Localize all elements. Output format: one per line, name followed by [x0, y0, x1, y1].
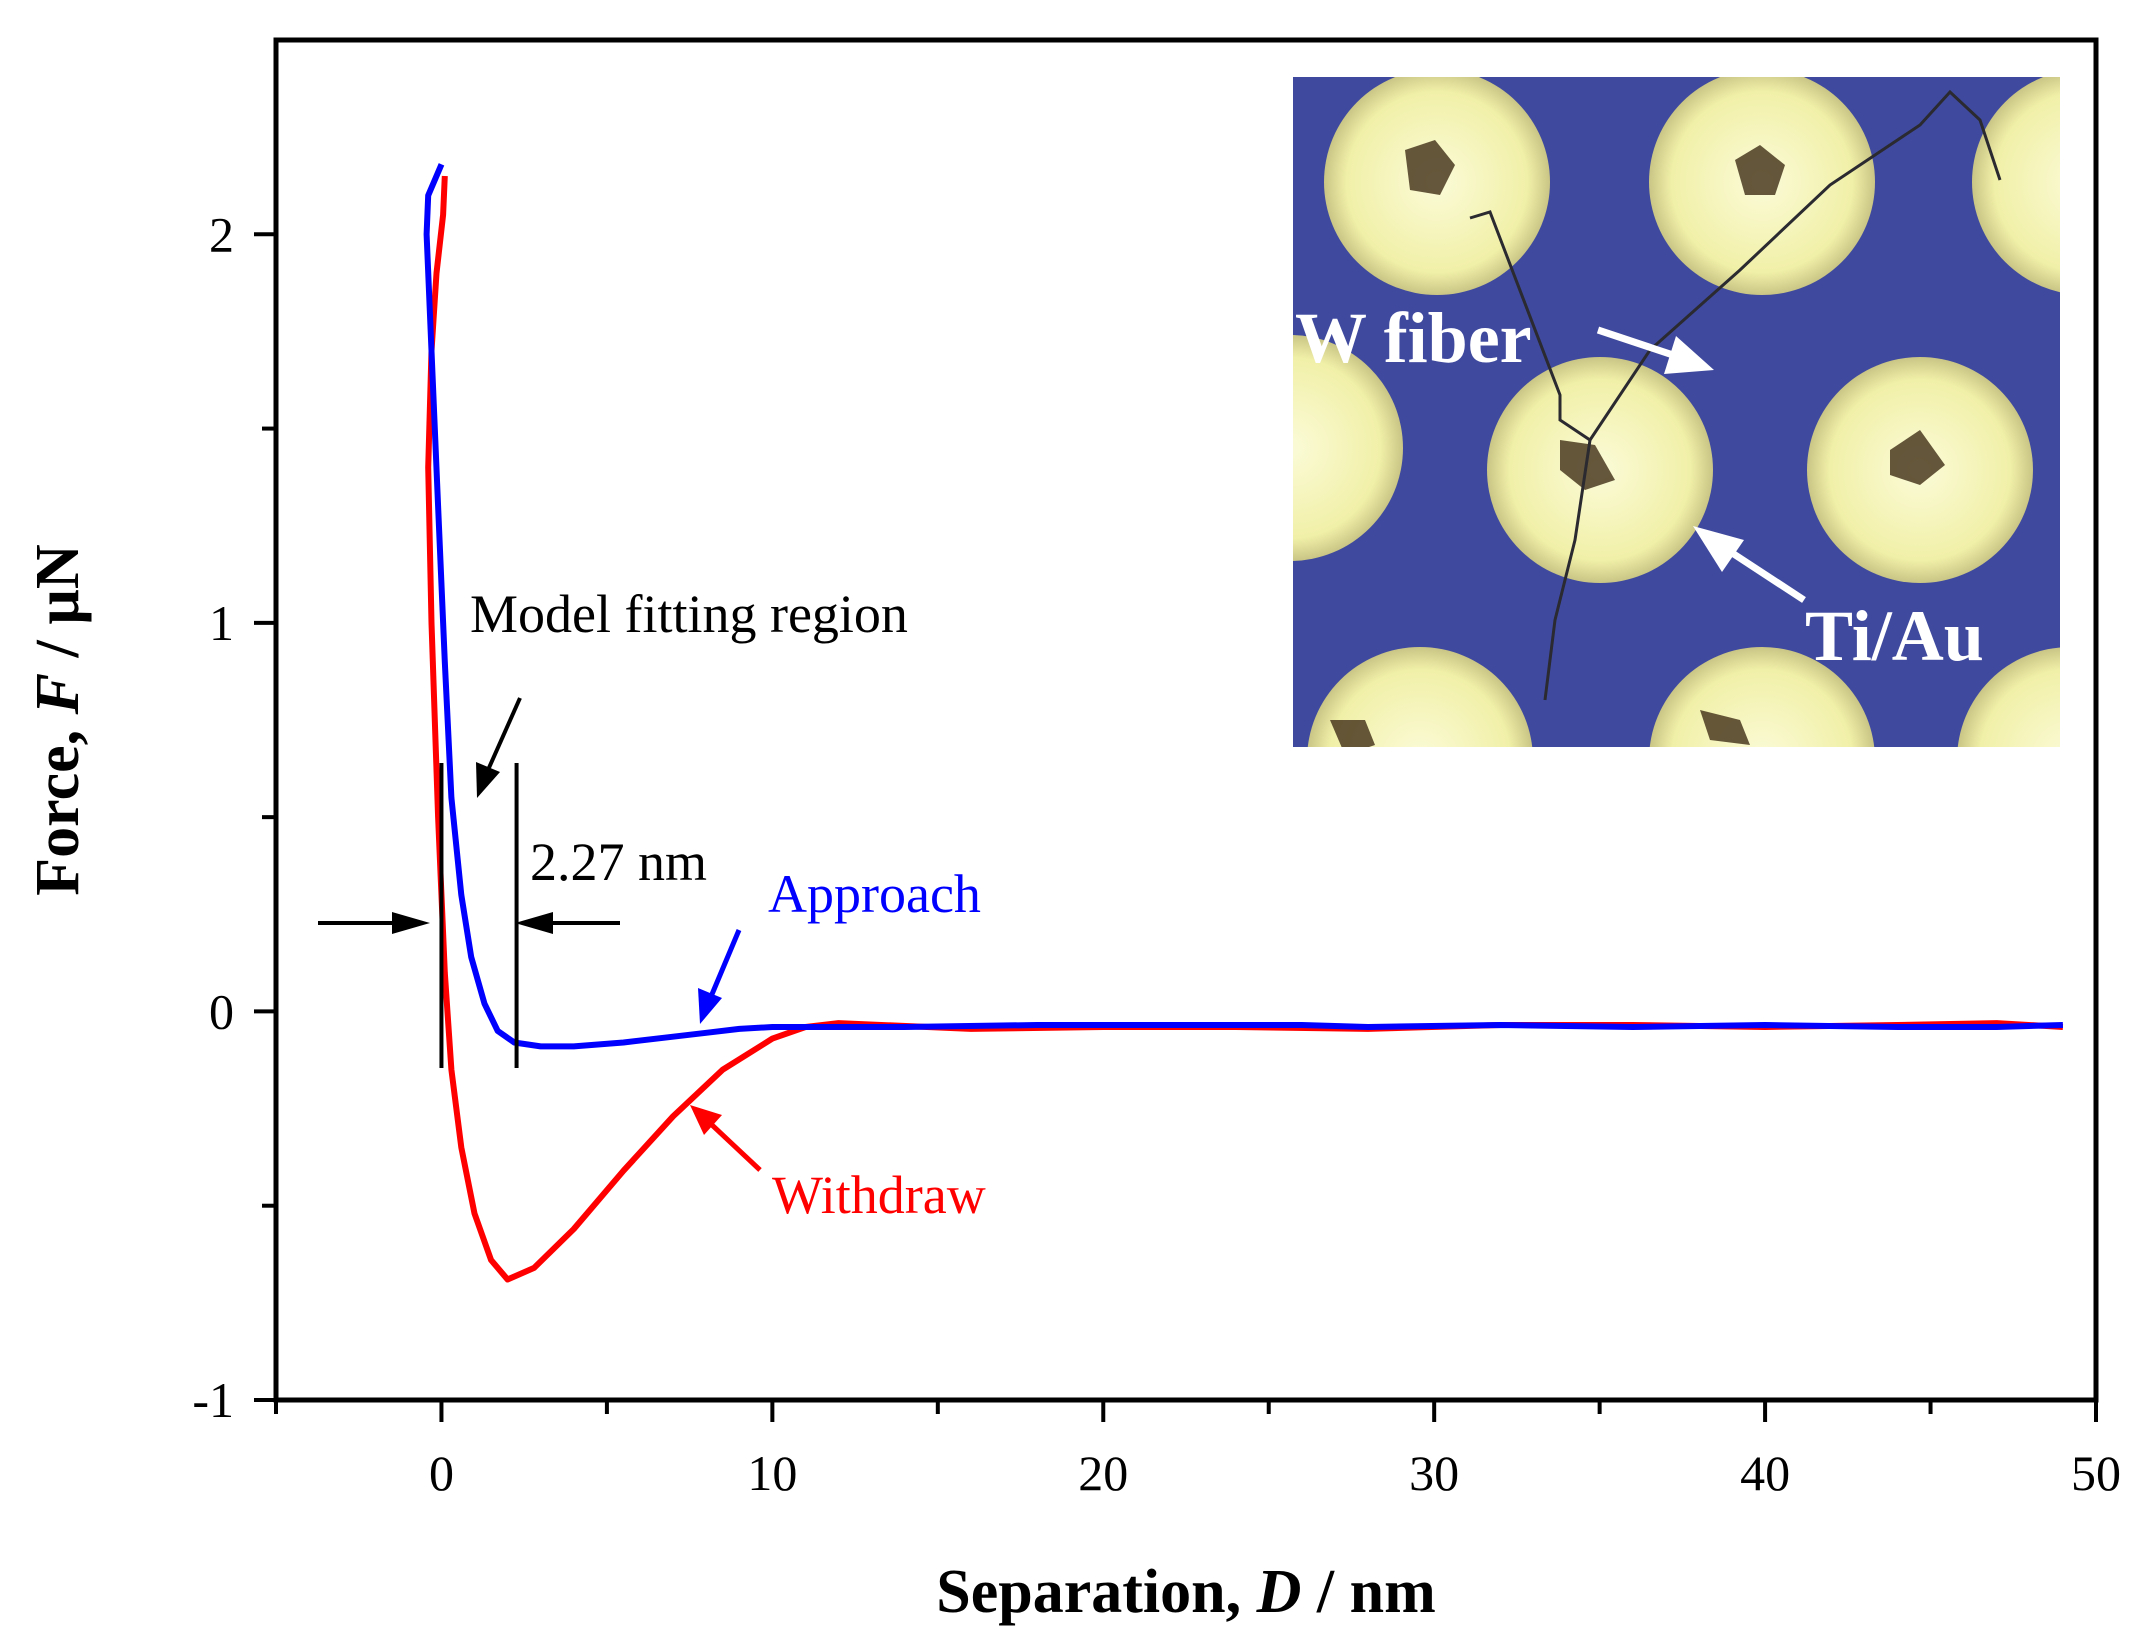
inset-pad-defect: [1405, 140, 1455, 195]
y-tick-label: 0: [209, 983, 234, 1039]
gap-arrow-right-head: [515, 912, 553, 934]
x-tick-label: 0: [429, 1445, 454, 1501]
approach-curve: [423, 163, 2063, 1050]
approach-label-arrow: [707, 929, 742, 1000]
inset-arrow-fiber-head: [1664, 336, 1714, 374]
inset-label-pads: Ti/Au: [1805, 596, 1984, 676]
x-tick-label: 40: [1740, 1445, 1790, 1501]
x-axis-title: Separation, D / nm: [936, 1558, 1436, 1626]
x-tick-label: 30: [1409, 1445, 1459, 1501]
axis-ticks: [254, 232, 2098, 1422]
withdraw-label-arrow: [710, 1123, 762, 1172]
inset-label-fiber: W fiber: [1295, 298, 1532, 378]
withdraw-label: Withdraw: [772, 1165, 986, 1225]
inset-pad: [1307, 647, 1533, 747]
y-axis-title: Force, F / µN: [24, 544, 92, 895]
inset-pad: [1972, 77, 2060, 293]
inset-fiber: [1469, 89, 2002, 443]
y-tick-label: -1: [192, 1372, 234, 1428]
inset-pad: [1649, 647, 1875, 747]
approach-label: Approach: [768, 864, 981, 924]
withdraw-label-arrow-head: [690, 1105, 722, 1135]
region-pointer-arrow-head: [476, 762, 500, 798]
y-tick-label: 1: [209, 595, 234, 651]
inset-pad-defect: [1890, 430, 1945, 485]
inset-pad: [1957, 647, 2060, 747]
plot-frame: [273, 37, 2099, 1403]
approach-label-arrow-head: [698, 988, 722, 1024]
inset-pad-defect: [1330, 720, 1375, 747]
x-tick-label: 20: [1078, 1445, 1128, 1501]
gap-arrow-left-head: [392, 912, 430, 934]
inset-fiber: [1543, 439, 1592, 701]
axis-tick-labels: 0 10 20 30 40 50 -1 0 1 2: [192, 206, 2121, 1501]
x-tick-label: 10: [747, 1445, 797, 1501]
y-tick-label: 2: [209, 206, 234, 262]
gap-width-label: 2.27 nm: [530, 832, 707, 892]
inset-pad: [1293, 335, 1403, 561]
model-fitting-region-label: Model fitting region: [470, 584, 908, 644]
x-tick-label: 50: [2071, 1445, 2121, 1501]
inset-pad-defect: [1735, 145, 1785, 195]
inset-pad-defect: [1700, 710, 1750, 745]
inset-arrow-pads-head: [1693, 526, 1744, 572]
region-pointer-arrow: [486, 697, 522, 771]
inset-micrograph: W fiber Ti/Au: [1293, 77, 2060, 747]
